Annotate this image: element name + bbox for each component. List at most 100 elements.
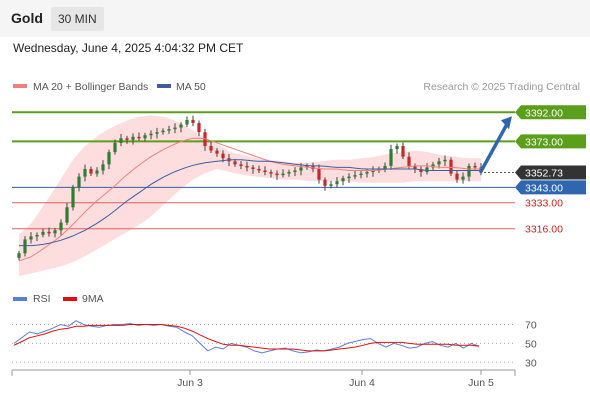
candle-body [221, 153, 225, 159]
candle-body [275, 173, 279, 176]
timeframe-button[interactable]: 30 MIN [51, 7, 104, 31]
candle-body [17, 253, 21, 258]
candle-body [305, 165, 309, 168]
candle-body [389, 149, 393, 166]
level-3343.00-tag [515, 180, 586, 195]
candle-body [185, 119, 189, 125]
candle-body [71, 187, 75, 208]
candle-body [239, 164, 243, 166]
candle-body [143, 135, 147, 139]
rsi-tick-50: 50 [525, 338, 537, 350]
candle-body [209, 145, 213, 151]
candle-body [401, 145, 405, 157]
projection-arrow-line [479, 120, 510, 174]
candle-body [407, 156, 411, 166]
candle-body [323, 179, 327, 186]
candle-body [119, 138, 123, 143]
candle-body [293, 170, 297, 173]
candle-body [419, 168, 423, 173]
candle-body [161, 130, 165, 133]
candle-body [167, 129, 171, 131]
candle-body [371, 170, 375, 173]
candle-body [449, 159, 453, 174]
candle-body [383, 165, 387, 169]
level-3373.00-tag [515, 134, 586, 149]
rsi-legend-label: RSI [33, 293, 51, 305]
candle-body [173, 127, 177, 130]
candle-body [431, 164, 435, 168]
x-tick-label-0: Jun 3 [177, 377, 203, 389]
current-price-tag-text: 3352.73 [525, 167, 563, 179]
candle-body [35, 234, 39, 237]
candle-body [41, 231, 45, 235]
candle-body [53, 230, 57, 234]
candle-body [281, 173, 285, 176]
candle-body [425, 167, 429, 173]
candle-body [95, 170, 99, 174]
rsi-ma-legend-swatch [63, 297, 77, 301]
candle-body [101, 164, 105, 171]
candle-body [473, 165, 477, 168]
projection-arrow-head [501, 116, 512, 130]
ma20-line [18, 137, 481, 262]
level-3343.00-tag-text: 3343.00 [525, 182, 563, 194]
candle-body [125, 138, 129, 140]
credit-label: Research © 2025 Trading Central [423, 81, 580, 93]
candle-body [29, 236, 33, 240]
candle-body [257, 168, 261, 171]
chart-datetime: Wednesday, June 4, 2025 4:04:32 PM CET [13, 41, 244, 55]
ma20-legend-swatch [13, 84, 27, 88]
candle-body [23, 239, 27, 254]
candle-body [47, 231, 51, 234]
candle-body [65, 207, 69, 223]
level-3373.00-tag-text: 3373.00 [525, 136, 563, 148]
level-label-3333.00: 3333.00 [525, 198, 563, 210]
ma50-line [19, 159, 481, 247]
candle-body [215, 150, 219, 154]
rsi-legend-swatch [13, 297, 27, 301]
level-3392.00-tag-text: 3392.00 [525, 107, 563, 119]
candle-body [359, 173, 363, 176]
candle-body [89, 168, 93, 174]
candle-body [329, 184, 333, 186]
ma50-legend-label: MA 50 [176, 81, 206, 93]
level-label-3316.00: 3316.00 [525, 224, 563, 236]
candle-body [137, 136, 141, 139]
ma20-legend-label: MA 20 + Bollinger Bands [33, 81, 148, 93]
candle-body [263, 170, 267, 173]
rsi-line [13, 320, 480, 354]
candle-body [455, 173, 459, 180]
x-tick-label-2: Jun 5 [468, 377, 494, 389]
candle-body [317, 168, 321, 180]
candle-body [191, 119, 195, 123]
candle-body [461, 176, 465, 180]
candle-body [113, 142, 117, 153]
candle-body [155, 132, 159, 134]
ma50-legend-swatch [157, 84, 171, 88]
candle-body [467, 165, 471, 177]
current-price-tag [515, 165, 586, 180]
candle-body [233, 161, 237, 165]
rsi-ma-line [13, 324, 480, 352]
candle-body [149, 133, 153, 136]
candle-body [251, 167, 255, 169]
candle-body [179, 124, 183, 128]
candle-body [131, 136, 135, 140]
rsi-tick-30: 30 [525, 357, 537, 369]
candle-body [413, 165, 417, 169]
candle-body [299, 167, 303, 171]
candle-body [197, 122, 201, 133]
rsi-tick-70: 70 [525, 319, 537, 331]
candle-body [437, 161, 441, 165]
rsi-ma-legend-label: 9MA [82, 293, 104, 305]
candle-body [347, 176, 351, 179]
candle-body [365, 172, 369, 174]
candle-body [341, 178, 345, 182]
candle-body [353, 175, 357, 177]
bollinger-band-area [19, 115, 481, 277]
candle-body [395, 145, 399, 150]
level-3392.00-tag [515, 105, 586, 120]
candle-body [335, 181, 339, 185]
candle-body [443, 159, 447, 162]
